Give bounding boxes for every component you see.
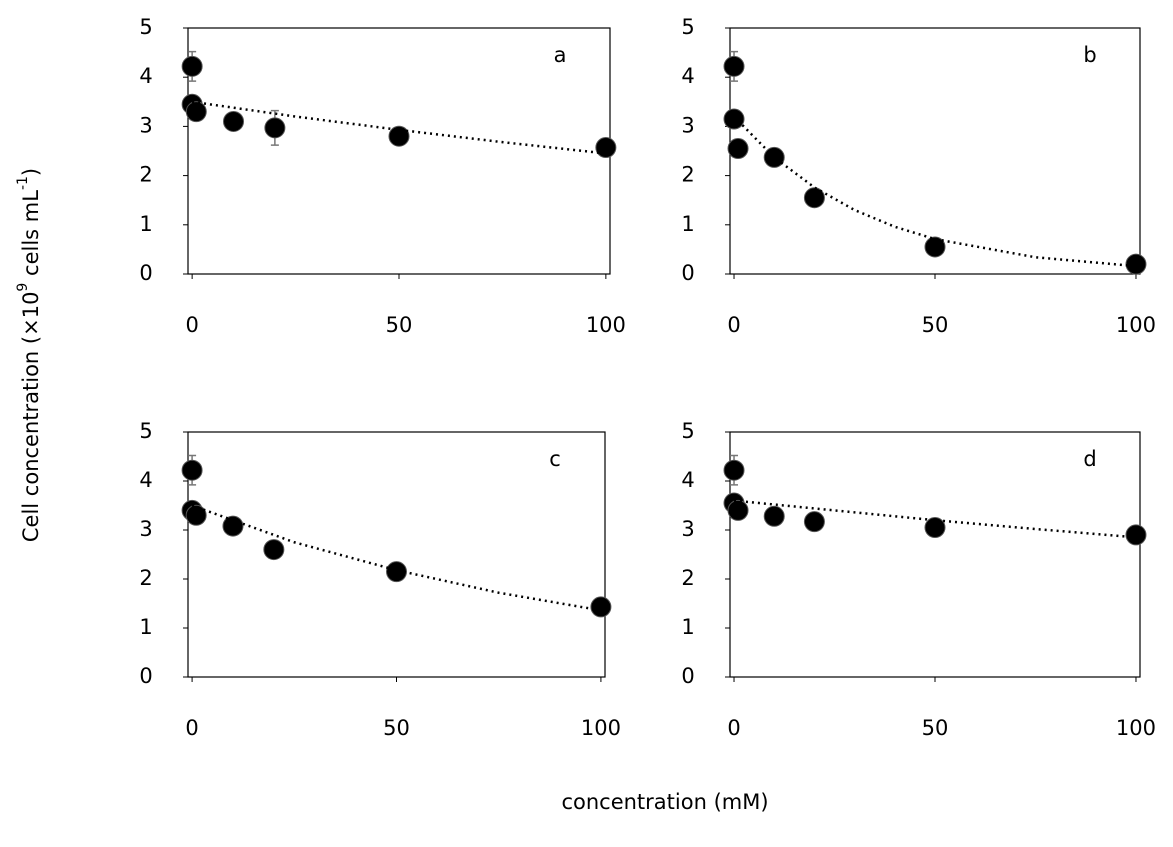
y-tick-label: 2: [139, 566, 152, 590]
x-tick-label: 100: [1116, 313, 1156, 337]
panel-label: a: [554, 43, 567, 67]
y-tick-label: 5: [681, 419, 694, 443]
y-tick-label: 0: [681, 664, 694, 688]
data-point: [924, 236, 946, 258]
x-tick-label: 50: [386, 313, 413, 337]
data-point: [386, 561, 407, 583]
x-tick-label: 50: [922, 313, 949, 337]
y-tick-label: 0: [681, 261, 694, 285]
plot-frame: [729, 431, 1141, 678]
y-tick-label: 5: [139, 15, 152, 39]
y-label-part: ): [19, 168, 43, 176]
y-axis-label: Cell concentration (×109 cells mL-1): [15, 168, 43, 542]
data-point: [181, 459, 203, 481]
panel-label: b: [1083, 43, 1096, 67]
panel-label: d: [1083, 447, 1096, 471]
y-tick-label: 1: [139, 615, 152, 639]
x-axis-label: concentration (mM): [561, 790, 768, 814]
data-point: [727, 138, 749, 160]
data-point: [803, 187, 825, 209]
data-point: [723, 108, 745, 130]
data-point: [727, 499, 749, 521]
data-point: [223, 110, 245, 132]
y-label-part: cells mL: [19, 190, 43, 283]
x-tick-label: 50: [383, 716, 410, 740]
data-point: [185, 101, 207, 123]
plot-frame: [187, 431, 606, 678]
y-tick-label: 4: [681, 64, 694, 88]
data-point: [924, 517, 946, 539]
data-point: [1125, 524, 1147, 546]
data-point: [181, 55, 203, 77]
y-tick-label: 4: [681, 468, 694, 492]
y-tick-label: 1: [681, 212, 694, 236]
y-tick-label: 3: [681, 517, 694, 541]
y-tick-label: 4: [139, 64, 152, 88]
y-tick-label: 1: [681, 615, 694, 639]
y-tick-label: 3: [681, 113, 694, 137]
data-point: [723, 55, 745, 77]
panel-label: c: [549, 447, 561, 471]
x-tick-label: 0: [727, 313, 740, 337]
x-tick-label: 100: [581, 716, 621, 740]
data-point: [763, 505, 785, 527]
y-tick-label: 4: [139, 468, 152, 492]
data-point: [595, 137, 617, 159]
x-tick-label: 100: [1116, 716, 1156, 740]
y-tick-label: 0: [139, 261, 152, 285]
y-label-sup: 9: [15, 283, 31, 292]
y-label-sup: -1: [15, 176, 31, 190]
y-tick-label: 1: [139, 212, 152, 236]
y-tick-label: 3: [139, 517, 152, 541]
trend-line: [733, 115, 1137, 268]
plot-frame: [187, 27, 611, 275]
y-tick-label: 3: [139, 113, 152, 137]
data-point: [723, 459, 745, 481]
data-point: [1125, 253, 1147, 275]
data-point: [264, 117, 286, 139]
data-point: [763, 146, 785, 168]
y-tick-label: 2: [139, 163, 152, 187]
trend-line: [733, 499, 1137, 539]
y-tick-label: 0: [139, 664, 152, 688]
y-label-part: Cell concentration (×10: [19, 292, 43, 543]
trend-line: [191, 504, 602, 612]
data-point: [263, 539, 285, 561]
x-tick-label: 0: [185, 313, 198, 337]
y-tick-label: 2: [681, 163, 694, 187]
data-point: [388, 125, 410, 147]
x-tick-label: 50: [922, 716, 949, 740]
data-point: [803, 511, 825, 533]
data-point: [590, 596, 612, 618]
x-tick-label: 0: [185, 716, 198, 740]
y-tick-label: 5: [139, 419, 152, 443]
x-tick-label: 0: [727, 716, 740, 740]
y-tick-label: 2: [681, 566, 694, 590]
x-tick-label: 100: [586, 313, 626, 337]
data-point: [185, 504, 207, 526]
y-tick-label: 5: [681, 15, 694, 39]
